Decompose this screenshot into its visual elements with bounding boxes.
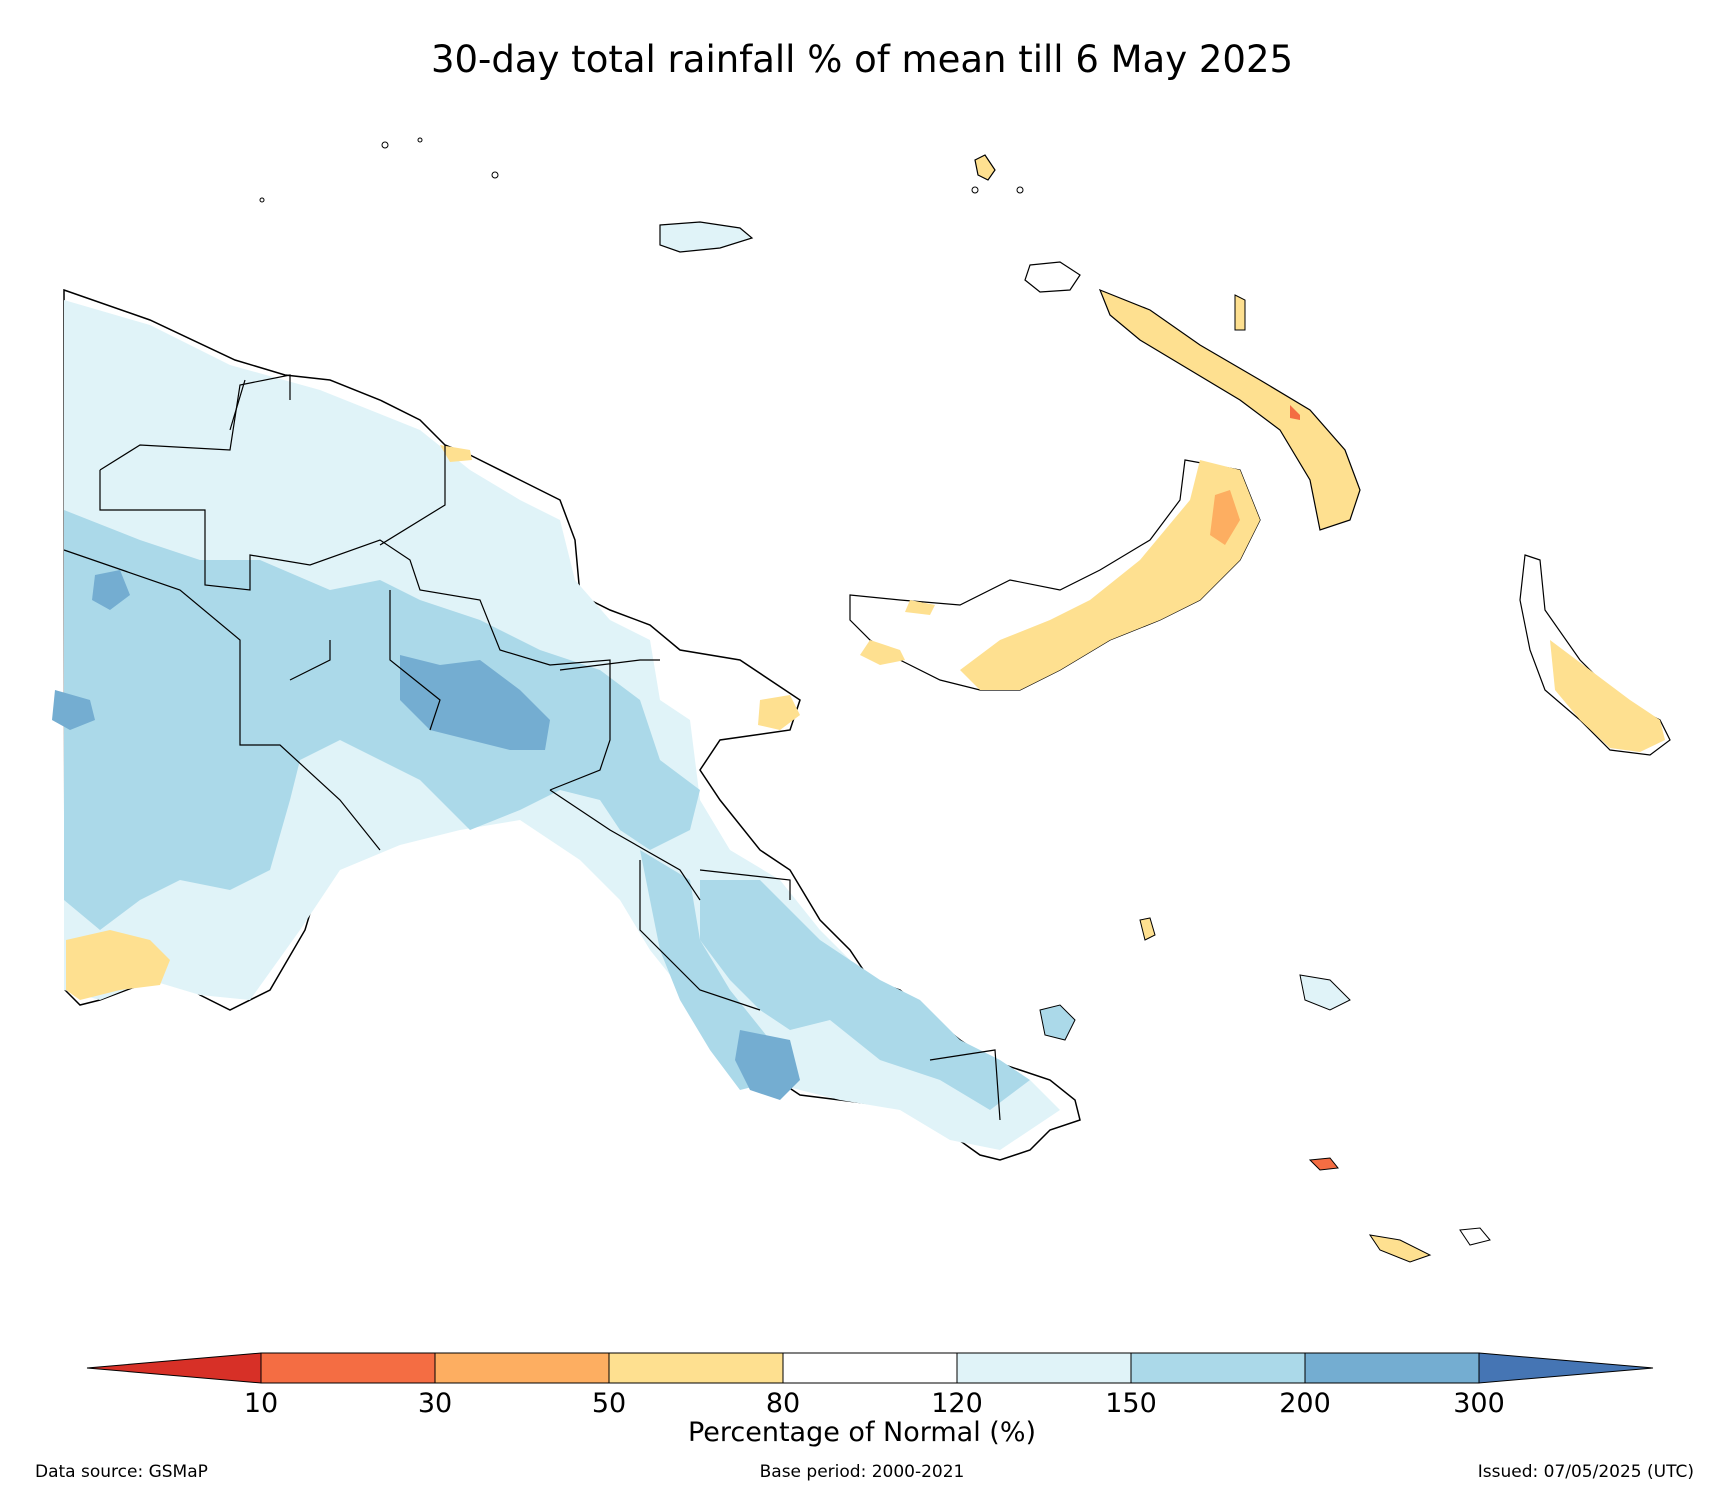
colorbar-bin-50-80 — [608, 1352, 784, 1384]
map-title: 30-day total rainfall % of mean till 6 M… — [430, 38, 1294, 81]
colorbar-low-extend — [86, 1352, 262, 1384]
colorbar — [86, 1352, 1654, 1384]
data-source: Data source: GSMaP — [35, 1462, 208, 1482]
west-wet-strong — [92, 570, 130, 610]
colorbar-bin-30-50 — [434, 1352, 610, 1384]
colorbar-tick: 30 — [417, 1388, 453, 1419]
sw-dry-light — [66, 930, 170, 1000]
colorbar-tick: 80 — [765, 1388, 801, 1419]
new-ireland — [974, 154, 1361, 531]
colorbar-tick: 120 — [931, 1388, 983, 1419]
highlands-wet-strong — [400, 655, 550, 750]
manus-islands — [259, 137, 1024, 253]
province-borders — [63, 374, 1001, 1121]
colorbar-bin-80-120 — [782, 1352, 958, 1384]
colorbar-bin-10-30 — [260, 1352, 436, 1384]
colorbar-tick: 200 — [1279, 1388, 1331, 1419]
mainland — [52, 288, 1081, 1161]
colorbar-bin-200-300 — [1304, 1352, 1480, 1384]
madang-dry-light — [758, 695, 800, 730]
base-period: Base period: 2000-2021 — [759, 1462, 965, 1482]
new-britain — [849, 459, 1261, 691]
colorbar-high-extend — [1478, 1352, 1654, 1384]
colorbar-tick: 300 — [1453, 1388, 1505, 1419]
colorbar-bin-150-200 — [1130, 1352, 1306, 1384]
coast-dry-light — [440, 445, 472, 462]
east-wet — [700, 880, 1030, 1110]
colorbar-ticks: 10 30 50 80 120 150 200 300 — [0, 1388, 1724, 1428]
colorbar-tick: 10 — [243, 1388, 279, 1419]
coast-wet-strong — [52, 690, 95, 730]
colorbar-bin-120-150 — [956, 1352, 1132, 1384]
mainland-wet — [64, 510, 700, 930]
issued-date: Issued: 07/05/2025 (UTC) — [1477, 1462, 1694, 1482]
south-wet — [640, 850, 780, 1090]
colorbar-tick: 50 — [591, 1388, 627, 1419]
south-wet-strong — [735, 1030, 800, 1100]
southeast-islands — [1039, 917, 1491, 1263]
bougainville — [1519, 554, 1671, 756]
colorbar-label: Percentage of Normal (%) — [687, 1417, 1037, 1448]
colorbar-tick: 150 — [1105, 1388, 1157, 1419]
